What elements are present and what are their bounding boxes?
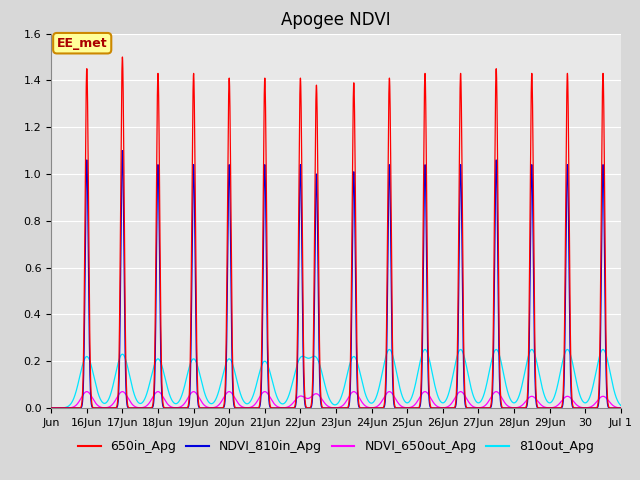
- Text: EE_met: EE_met: [57, 36, 108, 50]
- Legend: 650in_Apg, NDVI_810in_Apg, NDVI_650out_Apg, 810out_Apg: 650in_Apg, NDVI_810in_Apg, NDVI_650out_A…: [73, 435, 599, 458]
- Title: Apogee NDVI: Apogee NDVI: [281, 11, 391, 29]
